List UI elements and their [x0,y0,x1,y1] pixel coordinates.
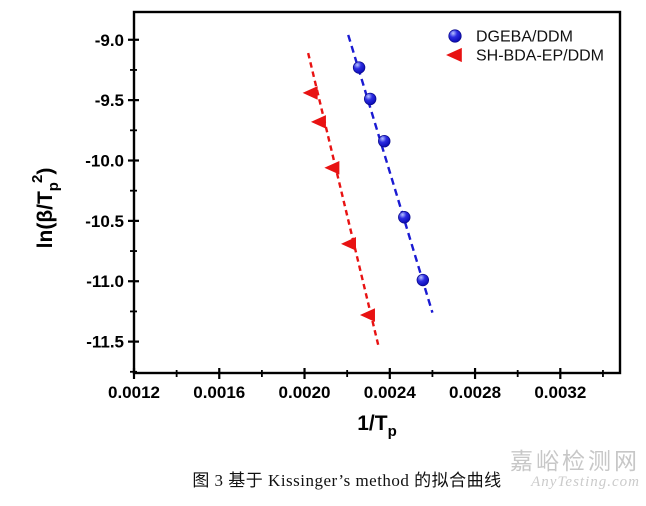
plot-frame [132,10,622,375]
data-point-dgeba-ddm [416,273,430,287]
data-point-sh-bda-ep-ddm [359,308,375,322]
data-point-dgeba-ddm [378,134,391,148]
x-axis-tick-label: 0.0028 [449,383,501,402]
legend-marker-dgeba-ddm [448,29,462,43]
y-axis-tick-label: -9.0 [95,31,124,50]
legend-label-sh-bda-ep-ddm: SH-BDA-EP/DDM [476,48,604,65]
y-axis-tick-label: -10.5 [85,212,124,231]
kissinger-plot: 0.0012 0.0016 0.0020 0.0024 0.0028 0.0032 -9.0… [29,10,622,440]
x-axis-tick-label: 0.0032 [534,383,586,402]
x-axis-tick-label: 0.0016 [193,383,245,402]
fit-line-dgeba-ddm [347,34,434,313]
y-axis-tick-label: -9.5 [95,91,124,110]
y-axis-tick-label: -11.5 [86,333,124,352]
legend-label-dgeba-ddm: DGEBA/DDM [476,29,573,46]
data-point-dgeba-ddm [352,61,366,74]
data-point-sh-bda-ep-ddm [310,115,326,129]
x-axis-tick-label: 0.0012 [108,383,160,402]
legend-marker-sh-bda-ep-ddm [446,47,462,63]
fit-line-sh-bda-ep-ddm [306,52,380,346]
legend: DGEBA/DDM SH-BDA-EP/DDM [446,29,604,65]
data-point-sh-bda-ep-ddm [324,160,340,175]
y-axis-title: ln(β/Tp2) [29,168,62,249]
figure-caption: 图 3 基于 Kissinger’s method 的拟合曲线 [192,471,502,490]
data-point-sh-bda-ep-ddm [302,86,318,100]
data-point-dgeba-ddm [398,211,411,224]
data-point-sh-bda-ep-ddm [341,237,357,251]
y-axis-tick-label: -10.0 [85,152,124,171]
x-axis-tick-label: 0.0020 [279,383,331,402]
data-point-dgeba-ddm [363,92,377,106]
x-axis-tick-label: 0.0024 [364,383,417,402]
x-axis-title: 1/Tp [357,412,397,440]
y-axis-tick-label: -11.0 [86,272,124,291]
